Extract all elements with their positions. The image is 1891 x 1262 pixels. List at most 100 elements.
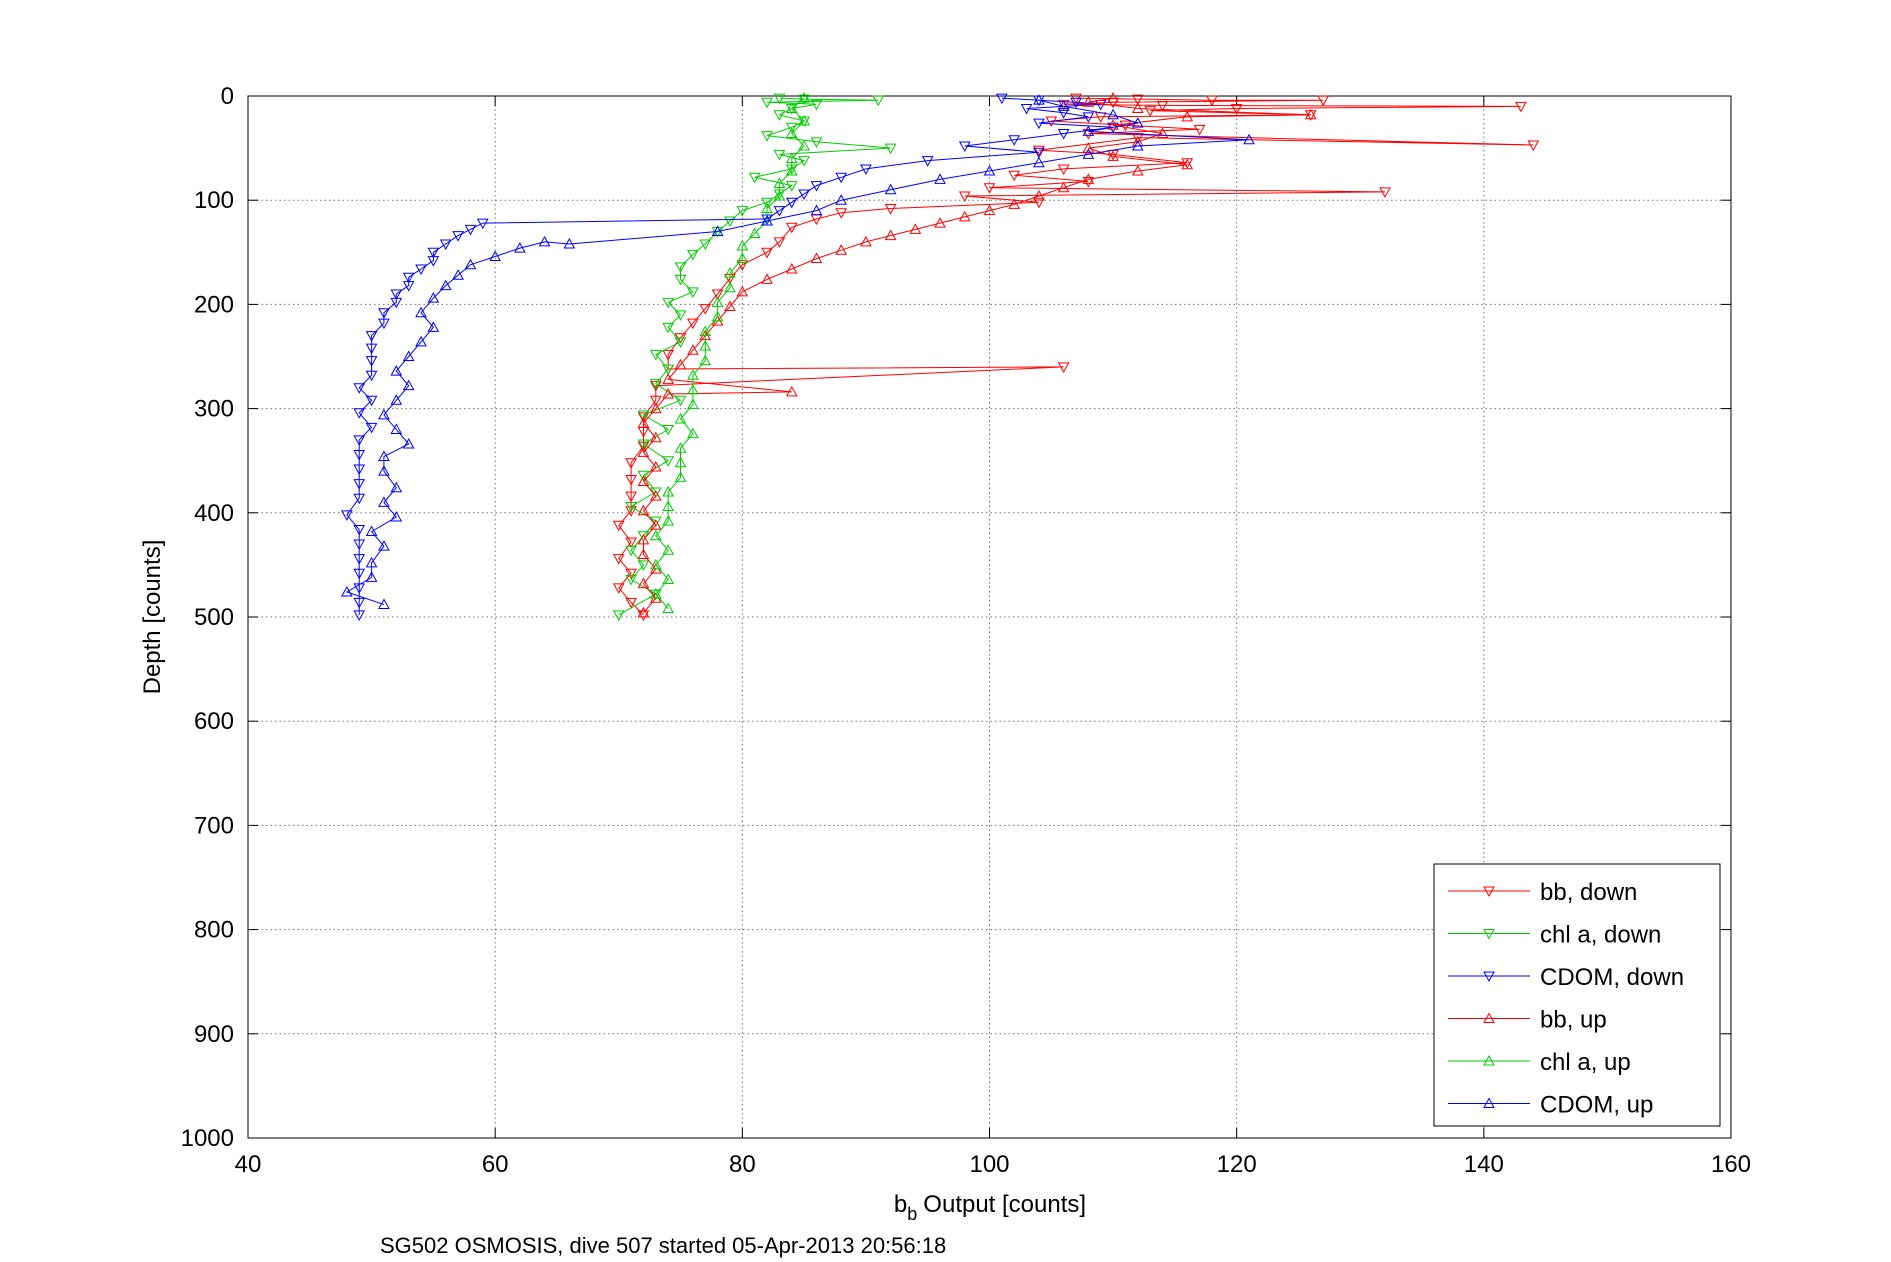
data-point [353, 449, 366, 461]
data-point [390, 297, 403, 309]
data-point [773, 206, 786, 217]
legend-box [1433, 863, 1721, 1127]
y-tick-label: 700 [194, 812, 234, 839]
data-point [835, 244, 848, 255]
data-point [1181, 158, 1194, 170]
data-point [353, 610, 366, 621]
data-point [1033, 197, 1045, 209]
data-point [724, 281, 736, 293]
data-point [1107, 119, 1119, 130]
data-point [365, 370, 378, 382]
data-point [390, 423, 403, 434]
data-point [674, 442, 687, 453]
data-point [415, 264, 427, 276]
data-point [983, 183, 996, 194]
data-point [378, 308, 390, 319]
data-point [378, 496, 390, 507]
data-point [1057, 99, 1070, 111]
data-point [909, 223, 922, 234]
data-point [378, 465, 390, 476]
data-point [1304, 108, 1317, 120]
data-point [402, 437, 415, 449]
data-point [649, 431, 662, 443]
data-point [1181, 158, 1194, 169]
data-series [341, 92, 1540, 621]
data-point [538, 235, 551, 247]
data-point [983, 204, 996, 216]
data-point [353, 524, 366, 536]
data-point [785, 181, 798, 192]
data-point [674, 412, 687, 424]
data-point [996, 93, 1008, 105]
legend-entry-label: chl a, down [1540, 922, 1661, 949]
data-point [810, 137, 823, 148]
data-point [798, 139, 810, 151]
data-point [1230, 104, 1243, 115]
data-point [785, 122, 798, 134]
data-point [1156, 127, 1169, 139]
data-point [649, 519, 662, 530]
data-point [1527, 140, 1540, 152]
data-point [390, 394, 403, 405]
data-point [390, 289, 403, 301]
data-point [711, 289, 724, 301]
data-point [662, 373, 675, 384]
data-point [353, 539, 366, 551]
data-point [662, 387, 675, 399]
legend-marker [1483, 886, 1495, 898]
data-point [649, 460, 662, 472]
data-point [761, 202, 773, 214]
data-point [353, 383, 366, 394]
data-point [1379, 187, 1391, 198]
data-point [612, 520, 625, 532]
figure-caption: SG502 OSMOSIS, dive 507 started 05-Apr-2… [380, 1233, 946, 1258]
data-point [612, 554, 625, 565]
y-tick-label: 200 [194, 291, 234, 318]
data-point [835, 172, 848, 184]
data-point [662, 515, 675, 526]
data-point [662, 456, 675, 467]
x-tick-label: 40 [235, 1151, 262, 1178]
data-point [427, 256, 440, 267]
x-tick-label: 120 [1217, 1151, 1257, 1178]
data-point [674, 337, 687, 348]
data-point [402, 281, 415, 292]
legend-marker [1483, 1012, 1495, 1023]
data-point [427, 292, 440, 303]
data-point [353, 568, 366, 580]
data-point [798, 189, 810, 200]
data-point [1107, 92, 1119, 103]
x-tick-label: 80 [729, 1151, 756, 1178]
y-tick-label: 300 [194, 396, 234, 423]
data-point [662, 485, 675, 497]
data-point [736, 252, 749, 264]
data-point [353, 479, 366, 490]
data-point [612, 610, 625, 621]
data-point [476, 218, 489, 230]
data-point [489, 250, 502, 261]
data-point [785, 385, 798, 397]
data-point [402, 350, 415, 361]
data-point [353, 597, 366, 609]
data-point [674, 310, 687, 321]
data-point [674, 456, 687, 468]
data-point [674, 395, 687, 407]
data-point [798, 92, 810, 103]
data-point [1515, 101, 1527, 113]
data-point [402, 272, 415, 284]
data-point [1181, 110, 1194, 122]
y-tick-label: 500 [194, 604, 234, 631]
data-point [1131, 139, 1144, 151]
data-point [365, 356, 378, 367]
data-point [785, 197, 798, 209]
data-point [1082, 176, 1095, 188]
data-point [378, 318, 390, 330]
data-point [649, 349, 662, 361]
data-point [625, 537, 637, 549]
data-point [439, 239, 452, 250]
y-tick-label: 400 [194, 500, 234, 527]
data-point [637, 412, 650, 423]
data-point [699, 340, 712, 351]
x-tick-label: 100 [969, 1151, 1009, 1178]
data-point [761, 97, 773, 109]
